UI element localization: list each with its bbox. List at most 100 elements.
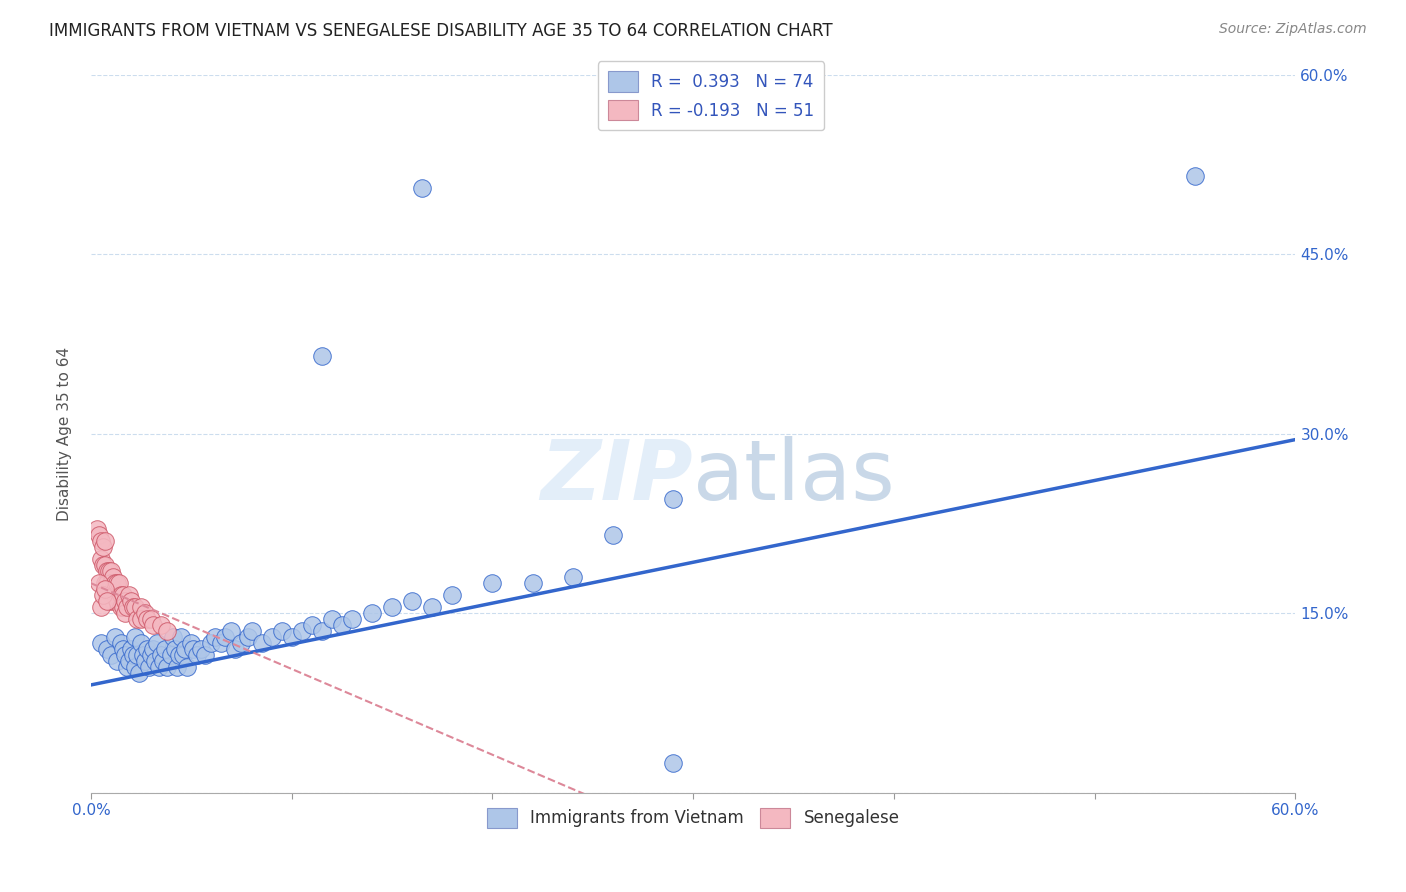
Point	[98, 582, 121, 597]
Point	[129, 612, 152, 626]
Point	[209, 636, 232, 650]
Point	[110, 600, 132, 615]
Text: Source: ZipAtlas.com: Source: ZipAtlas.com	[1219, 22, 1367, 37]
Point	[142, 618, 165, 632]
Point	[129, 600, 152, 615]
Point	[224, 642, 246, 657]
Point	[156, 624, 179, 638]
Point	[176, 660, 198, 674]
Point	[143, 654, 166, 668]
Point	[129, 636, 152, 650]
Point	[321, 612, 343, 626]
Point	[114, 606, 136, 620]
Point	[150, 618, 173, 632]
Point	[98, 594, 121, 608]
Point	[138, 660, 160, 674]
Point	[250, 636, 273, 650]
Point	[100, 564, 122, 578]
Point	[190, 642, 212, 657]
Point	[291, 624, 314, 638]
Point	[156, 660, 179, 674]
Point	[118, 588, 141, 602]
Point	[90, 534, 112, 549]
Point	[86, 522, 108, 536]
Point	[114, 648, 136, 662]
Text: atlas: atlas	[693, 436, 896, 517]
Point	[411, 181, 433, 195]
Point	[200, 636, 222, 650]
Point	[96, 588, 118, 602]
Point	[186, 648, 208, 662]
Point	[420, 600, 443, 615]
Point	[105, 576, 128, 591]
Legend: Immigrants from Vietnam, Senegalese: Immigrants from Vietnam, Senegalese	[479, 801, 907, 835]
Point	[90, 600, 112, 615]
Point	[170, 630, 193, 644]
Point	[330, 618, 353, 632]
Point	[94, 576, 117, 591]
Point	[94, 582, 117, 597]
Point	[481, 576, 503, 591]
Point	[124, 630, 146, 644]
Point	[122, 648, 145, 662]
Point	[155, 642, 177, 657]
Point	[194, 648, 217, 662]
Point	[181, 642, 204, 657]
Point	[120, 594, 142, 608]
Text: IMMIGRANTS FROM VIETNAM VS SENEGALESE DISABILITY AGE 35 TO 64 CORRELATION CHART: IMMIGRANTS FROM VIETNAM VS SENEGALESE DI…	[49, 22, 832, 40]
Point	[204, 630, 226, 644]
Point	[221, 624, 243, 638]
Point	[112, 642, 135, 657]
Point	[115, 660, 138, 674]
Point	[122, 600, 145, 615]
Point	[94, 534, 117, 549]
Point	[441, 588, 464, 602]
Point	[108, 576, 131, 591]
Point	[91, 558, 114, 573]
Point	[128, 665, 150, 680]
Point	[127, 612, 149, 626]
Point	[165, 642, 187, 657]
Point	[162, 630, 184, 644]
Point	[124, 600, 146, 615]
Point	[340, 612, 363, 626]
Point	[101, 594, 124, 608]
Point	[132, 648, 155, 662]
Point	[101, 582, 124, 597]
Point	[100, 648, 122, 662]
Point	[104, 588, 127, 602]
Point	[134, 606, 156, 620]
Point	[91, 541, 114, 555]
Point	[90, 636, 112, 650]
Point	[1184, 169, 1206, 184]
Point	[98, 564, 121, 578]
Point	[167, 648, 190, 662]
Point	[114, 594, 136, 608]
Point	[180, 636, 202, 650]
Point	[96, 564, 118, 578]
Point	[104, 576, 127, 591]
Point	[172, 648, 194, 662]
Point	[152, 654, 174, 668]
Point	[136, 612, 159, 626]
Text: ZIP: ZIP	[540, 436, 693, 517]
Point	[141, 612, 163, 626]
Point	[87, 528, 110, 542]
Point	[160, 648, 183, 662]
Point	[401, 594, 423, 608]
Point	[214, 630, 236, 644]
Point	[100, 576, 122, 591]
Point	[134, 654, 156, 668]
Point	[301, 618, 323, 632]
Point	[174, 642, 197, 657]
Point	[561, 570, 583, 584]
Point	[118, 654, 141, 668]
Point	[105, 654, 128, 668]
Point	[112, 600, 135, 615]
Point	[141, 648, 163, 662]
Point	[110, 588, 132, 602]
Point	[280, 630, 302, 644]
Point	[91, 588, 114, 602]
Point	[361, 606, 384, 620]
Point	[240, 624, 263, 638]
